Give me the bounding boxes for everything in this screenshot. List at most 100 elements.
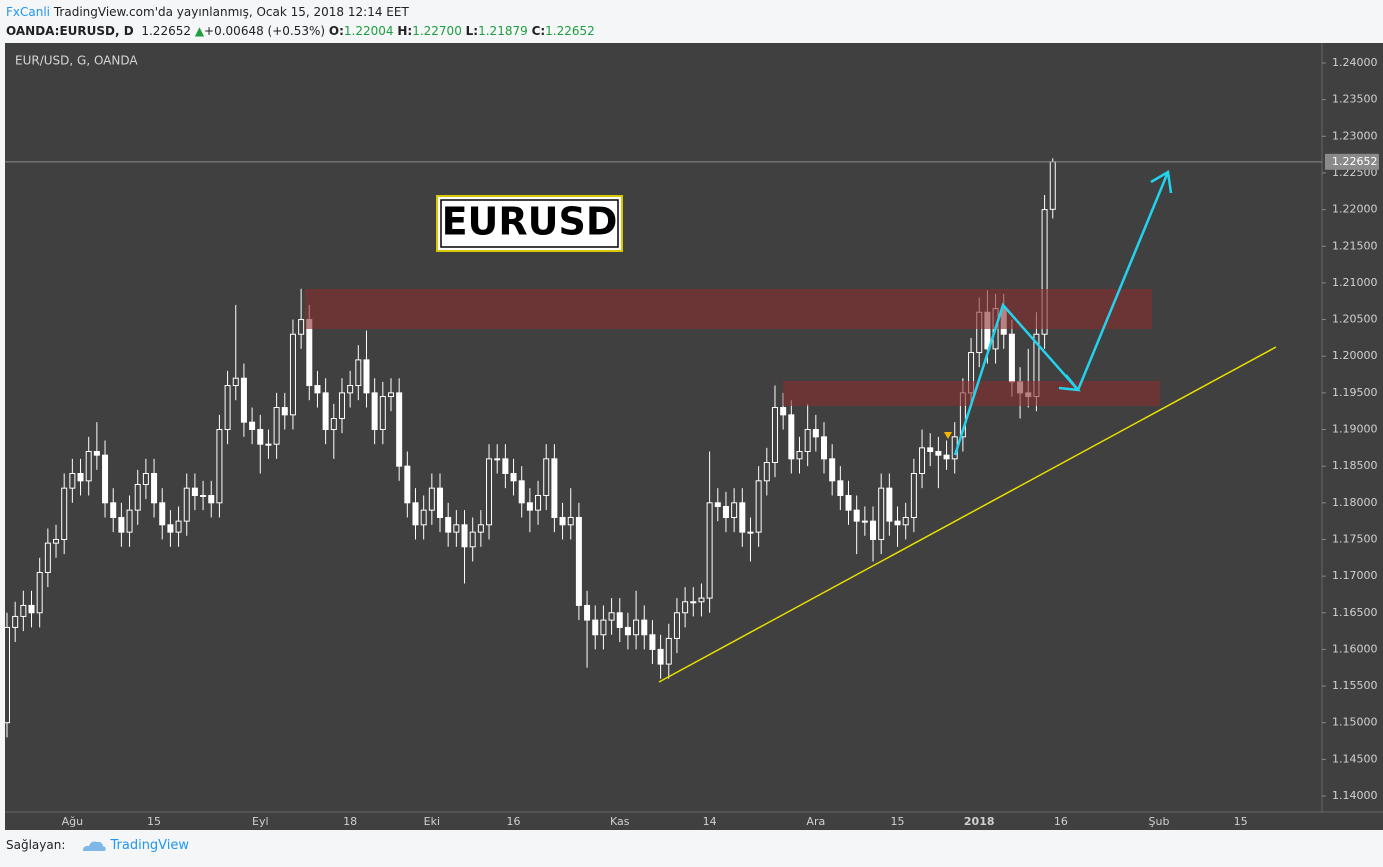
- y-tick-label: 1.23500: [1332, 93, 1378, 106]
- quote-line: OANDA:EURUSD, D 1.22652 ▲+0.00648 (+0.53…: [6, 22, 595, 41]
- candle-body: [592, 619, 599, 636]
- candle-body: [657, 648, 664, 665]
- candle-body: [861, 520, 868, 523]
- candle-body: [665, 637, 672, 665]
- y-tick-label: 1.20500: [1332, 313, 1378, 326]
- candle-body: [739, 502, 746, 533]
- candle-body: [1049, 161, 1056, 210]
- x-tick-label: 14: [703, 815, 717, 828]
- candle-body: [641, 619, 648, 636]
- x-tick-label: Kas: [610, 815, 630, 828]
- candle-body: [543, 458, 550, 496]
- candle-body: [396, 392, 403, 467]
- candle-body: [902, 516, 909, 526]
- candle-body: [649, 634, 656, 650]
- candle-body: [355, 359, 362, 387]
- candle-body: [85, 451, 92, 482]
- ohlc-label: H:: [397, 24, 413, 38]
- candle-body: [28, 604, 35, 614]
- candle-body: [102, 454, 109, 504]
- candle-body: [428, 487, 435, 511]
- candle-body: [445, 516, 452, 533]
- candle-body: [453, 524, 460, 533]
- candle-body: [69, 472, 76, 489]
- candles: [4, 158, 1056, 738]
- candle-body: [322, 392, 329, 431]
- x-tick-label: Eki: [424, 815, 440, 828]
- candle-body: [878, 487, 885, 540]
- candle-body: [265, 443, 272, 446]
- candle-body: [616, 612, 623, 628]
- candle-body: [387, 392, 394, 398]
- footer-brand[interactable]: TradingView: [110, 838, 190, 853]
- candle-body: [412, 502, 419, 526]
- y-tick-label: 1.22000: [1332, 203, 1378, 216]
- y-tick-label: 1.15500: [1332, 679, 1378, 692]
- candle-body: [477, 524, 484, 533]
- candle-body: [240, 377, 247, 423]
- footer-label: Sağlayan:: [6, 838, 66, 852]
- candle-body: [379, 396, 386, 431]
- candle-body: [812, 429, 819, 438]
- candle-body: [788, 414, 795, 460]
- candle-body: [518, 480, 525, 504]
- candle-body: [526, 502, 533, 511]
- candle-body: [36, 571, 43, 614]
- y-tick-label: 1.16500: [1332, 606, 1378, 619]
- candle-body: [559, 516, 566, 526]
- annotation-box: [436, 195, 623, 252]
- author[interactable]: FxCanli: [6, 5, 51, 19]
- y-tick-label: 1.15000: [1332, 716, 1378, 729]
- publish-line: FxCanli TradingView.com'da yayınlanmış, …: [6, 3, 595, 22]
- x-tick-label: 16: [507, 815, 521, 828]
- chart-background: [5, 43, 1383, 830]
- candle-body: [208, 494, 215, 504]
- candle-body: [53, 538, 60, 544]
- y-tick-label: 1.20000: [1332, 349, 1378, 362]
- candle-body: [338, 392, 345, 420]
- candle-body: [167, 524, 174, 533]
- x-tick-label: Şub: [1149, 815, 1170, 828]
- candle-body: [829, 458, 836, 482]
- y-tick-label: 1.18000: [1332, 496, 1378, 509]
- candle-body: [183, 487, 190, 522]
- y-tick-label: 1.17000: [1332, 569, 1378, 582]
- y-tick-label: 1.21000: [1332, 276, 1378, 289]
- header: FxCanli TradingView.com'da yayınlanmış, …: [6, 3, 595, 41]
- candle-body: [44, 542, 51, 573]
- resistance-zone: [305, 289, 1152, 329]
- candle-body: [289, 333, 296, 416]
- candle-body: [257, 429, 264, 445]
- y-tick-label: 1.19000: [1332, 423, 1378, 436]
- candle-body: [142, 472, 149, 485]
- candle-body: [747, 531, 754, 534]
- candle-body: [93, 451, 100, 456]
- candle-body: [551, 458, 558, 518]
- candle-body: [722, 505, 729, 518]
- ohlc-value: 1.22652: [545, 24, 595, 38]
- candle-body: [943, 454, 950, 460]
- x-tick-label: 15: [147, 815, 161, 828]
- candle-body: [486, 458, 493, 526]
- candle-body: [306, 319, 313, 387]
- trend-line: [658, 346, 1277, 683]
- candle-body: [281, 407, 288, 416]
- candle-body: [159, 502, 166, 526]
- candle-body: [330, 418, 337, 431]
- y-tick-label: 1.18500: [1332, 459, 1378, 472]
- candle-body: [126, 509, 133, 533]
- candle-body: [755, 480, 762, 533]
- y-tick-label: 1.16000: [1332, 642, 1378, 655]
- candle-body: [437, 487, 444, 518]
- candle-body: [134, 483, 141, 511]
- candle-body: [714, 502, 721, 507]
- y-tick-label: 1.19500: [1332, 386, 1378, 399]
- candle-body: [110, 502, 117, 518]
- candle-body: [575, 516, 582, 606]
- path-arrow: [1076, 171, 1170, 391]
- candle-body: [919, 447, 926, 474]
- candle-body: [20, 604, 27, 617]
- x-tick-label: 18: [343, 815, 357, 828]
- candle-body: [314, 385, 321, 394]
